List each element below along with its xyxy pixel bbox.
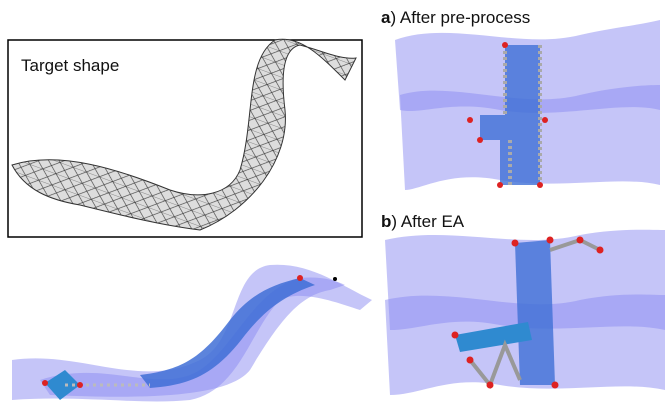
panel-letter: b	[381, 212, 391, 231]
panel-label: Target shape	[21, 56, 119, 76]
panel-b-image	[385, 230, 665, 395]
panel-a-image	[395, 20, 660, 190]
figure: Target shape a) After pre-process b) Aft…	[0, 0, 670, 412]
panel-caption: b) After EA	[381, 212, 464, 232]
fitted-strip-image	[12, 265, 372, 402]
panel-title: ) After EA	[391, 212, 464, 231]
panel-title: ) After pre-process	[390, 8, 530, 27]
panel-caption: a) After pre-process	[381, 8, 530, 28]
